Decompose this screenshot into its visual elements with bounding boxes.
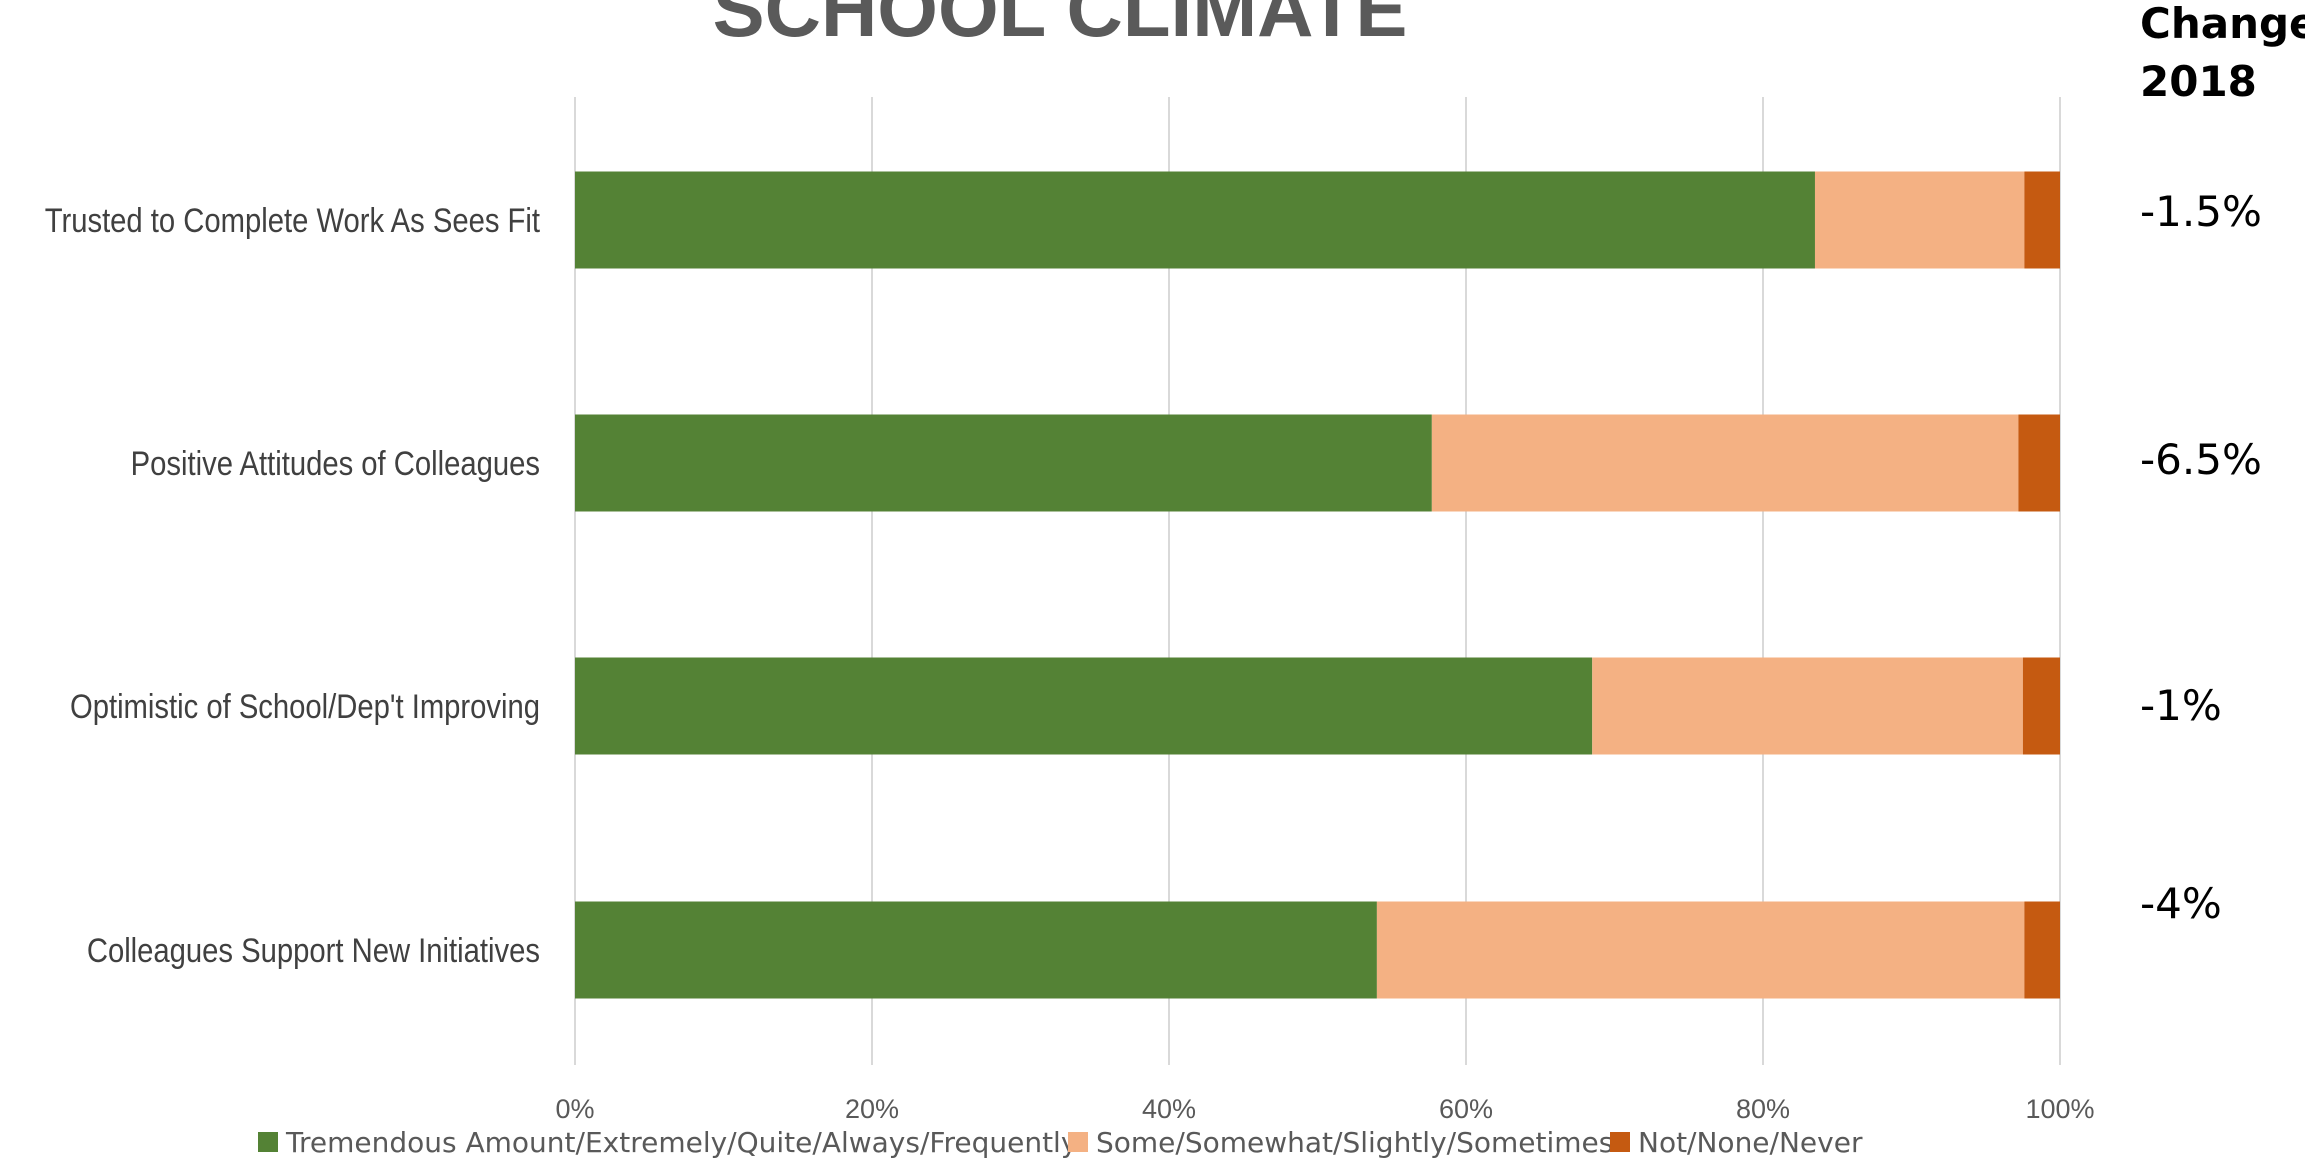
change-column: Change 2018 -1.5% -6.5% -1% -4% [2140,0,2305,928]
category-label: Colleagues Support New Initiatives [87,931,540,970]
chart-title: SCHOOL CLIMATE [713,0,1408,53]
bar-segment [2022,657,2060,755]
bar-segment [575,414,1432,512]
change-header-line1: Change [2140,0,2305,48]
legend-label: Some/Somewhat/Slightly/Sometimes [1096,1126,1613,1159]
x-axis-ticks: 0% 20% 40% 60% 80% 100% [555,1094,2094,1124]
change-value: -6.5% [2140,435,2262,484]
x-tick-label: 20% [845,1094,899,1124]
bar-segment [1376,901,2025,999]
bar-segment [1592,657,2023,755]
bars [575,171,2060,999]
legend-label: Not/None/Never [1638,1126,1863,1159]
bar-segment [1814,171,2025,269]
x-tick-label: 100% [2025,1094,2094,1124]
legend-swatch [1610,1132,1630,1152]
x-tick-label: 0% [555,1094,594,1124]
legend-label: Tremendous Amount/Extremely/Quite/Always… [285,1126,1077,1159]
x-tick-label: 40% [1142,1094,1196,1124]
bar-segment [2018,414,2060,512]
legend-swatch [1068,1132,1088,1152]
bar-segment [575,901,1377,999]
x-tick-label: 80% [1736,1094,1790,1124]
legend-swatch [258,1132,278,1152]
bar-segment [2024,171,2060,269]
x-tick-label: 60% [1439,1094,1493,1124]
bar-segment [1431,414,2019,512]
bar-segment [575,657,1593,755]
category-labels: Trusted to Complete Work As Sees Fit Posi… [45,201,540,970]
change-header-line2: 2018 [2140,57,2257,106]
change-value: -1% [2140,681,2222,730]
bar-segment [575,171,1815,269]
change-value: -1.5% [2140,187,2262,236]
bar-segment [2024,901,2060,999]
category-label: Optimistic of School/Dep't Improving [70,687,540,726]
legend: Tremendous Amount/Extremely/Quite/Always… [258,1126,1863,1159]
change-value: -4% [2140,879,2222,928]
category-label: Trusted to Complete Work As Sees Fit [45,201,540,240]
category-label: Positive Attitudes of Colleagues [131,444,540,483]
